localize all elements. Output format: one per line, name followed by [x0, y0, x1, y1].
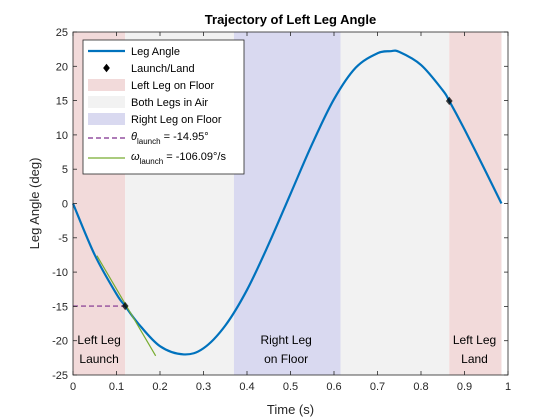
- annotation-line: Launch: [79, 352, 118, 366]
- legend: Leg Angle Launch/Land Left Leg on Floor Bot…: [82, 39, 245, 175]
- chart-title: Trajectory of Left Leg Angle: [205, 12, 376, 27]
- legend-region-icon-1: [88, 96, 125, 108]
- y-tick-label: 20: [56, 61, 68, 73]
- y-tick-label: 25: [56, 27, 68, 39]
- x-tick-label: 0.2: [152, 381, 167, 393]
- annotation-line: Land: [461, 352, 488, 366]
- region-annotation-0: Left Leg Launch: [77, 333, 120, 366]
- y-tick-label: 10: [56, 130, 68, 142]
- annotation-line: Left Leg: [77, 333, 120, 347]
- omega-symbol: ω: [131, 151, 140, 163]
- omega-subscript: launch: [140, 157, 164, 166]
- annotation-line: Left Leg: [453, 333, 496, 347]
- x-tick-label: 0.9: [457, 381, 472, 393]
- region-annotation-2: Left Leg Land: [453, 333, 496, 366]
- legend-region-icon-2: [88, 113, 125, 125]
- x-tick-label: 0: [70, 381, 76, 393]
- leg-angle-line: [71, 49, 503, 356]
- omega-value: = -106.09°/s: [163, 151, 226, 163]
- region-annotation-1: Right Leg on Floor: [260, 333, 311, 366]
- legend-region-label-2: Right Leg on Floor: [131, 114, 222, 126]
- phase-region-4: [449, 32, 502, 375]
- y-tick-label: -5: [58, 233, 68, 245]
- annotation-line: Right Leg: [260, 333, 311, 347]
- x-tick-label: 0.6: [326, 381, 341, 393]
- legend-leg-angle-label: Leg Angle: [131, 46, 180, 58]
- legend-region-label-1: Both Legs in Air: [131, 97, 208, 109]
- y-tick-label: 0: [62, 199, 68, 211]
- y-tick-label: 5: [62, 164, 68, 176]
- y-tick-label: -15: [52, 301, 68, 313]
- x-tick-label: 0.5: [283, 381, 298, 393]
- legend-theta-label: θlaunch = -14.95°: [131, 131, 209, 146]
- y-tick-label: -20: [52, 336, 68, 348]
- launch-land-marker-1: [445, 96, 453, 106]
- legend-omega-label: ωlaunch = -106.09°/s: [131, 151, 226, 166]
- legend-region-label-0: Left Leg on Floor: [131, 80, 215, 92]
- annotation-line: on Floor: [264, 352, 308, 366]
- x-tick-label: 0.8: [413, 381, 428, 393]
- x-tick-label: 0.7: [370, 381, 385, 393]
- y-tick-label: 15: [56, 96, 68, 108]
- legend-marker-icon: [103, 63, 110, 73]
- theta-symbol: θ: [131, 131, 137, 143]
- theta-subscript: launch: [137, 137, 161, 146]
- phase-region-3: [340, 32, 450, 375]
- x-tick-label: 0.4: [239, 381, 254, 393]
- legend-marker-label: Launch/Land: [131, 63, 195, 75]
- x-axis-label: Time (s): [267, 402, 314, 417]
- x-tick-label: 0.1: [109, 381, 124, 393]
- y-tick-label: -10: [52, 267, 68, 279]
- legend-region-icon-0: [88, 79, 125, 91]
- y-tick-label: -25: [52, 370, 68, 382]
- x-tick-label: 1: [505, 381, 511, 393]
- y-axis-label: Leg Angle (deg): [27, 158, 42, 250]
- theta-value: = -14.95°: [161, 131, 209, 143]
- x-tick-label: 0.3: [196, 381, 211, 393]
- launch-land-marker-0: [121, 301, 129, 311]
